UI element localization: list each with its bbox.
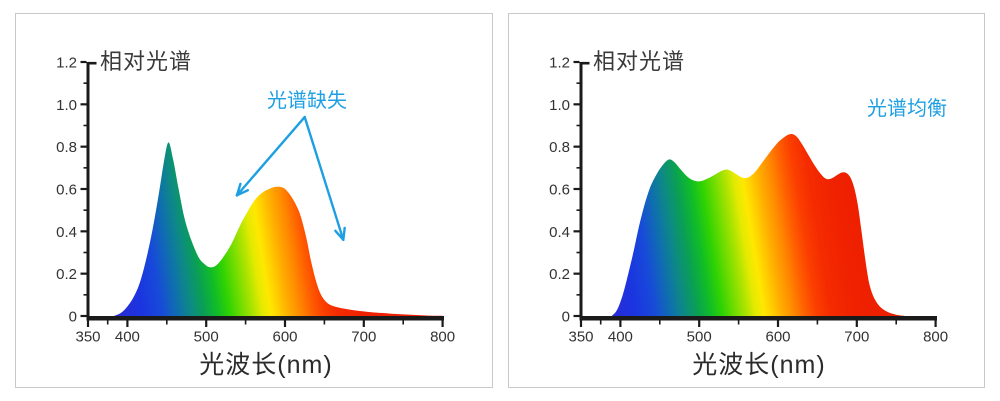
x-axis-label: 光波长(nm) [199, 351, 333, 379]
y-tick-label: 0.2 [56, 266, 77, 283]
x-tick-label: 400 [608, 329, 633, 346]
annotation-spectrum-balanced: 光谱均衡 [867, 98, 947, 120]
annotation-arrow [235, 115, 306, 197]
x-tick-label: 350 [75, 329, 100, 346]
annotation-arrowhead [334, 229, 345, 242]
x-tick-label: 500 [687, 329, 712, 346]
x-tick-label: 700 [844, 329, 869, 346]
y-tick-label: 1.2 [549, 55, 570, 72]
annotation-arrowhead [235, 182, 242, 197]
y-tick-label: 1.0 [56, 97, 77, 114]
y-axis [579, 62, 583, 321]
x-tick-label: 600 [765, 329, 790, 346]
x-tick-label: 800 [430, 329, 455, 346]
y-tick-label: 0 [69, 309, 77, 326]
y-tick-label: 1.2 [56, 55, 77, 72]
spectrum-area [611, 133, 905, 316]
chart-panel-balanced-spectrum: 350 400 500 600 700 800 0 0.2 0.4 0.6 0.8 1.0 1.2 相对… [508, 13, 985, 388]
spectrum-chart-deficient: 350 400 500 600 700 800 0 0.2 0.4 0.6 0.8 1.0 1.2 [56, 55, 455, 346]
x-tick-label: 800 [923, 329, 948, 346]
spectrum-area [114, 142, 443, 316]
annotation-arrow [303, 115, 345, 242]
annotation-arrowhead [342, 226, 346, 242]
annotation-spectrum-missing: 光谱缺失 [267, 90, 347, 112]
chart-title: 相对光谱 [593, 49, 686, 74]
x-tick-label: 600 [272, 329, 297, 346]
chart-panel-deficient-spectrum: 350 400 500 600 700 800 0 0.2 0.4 0.6 0.8 1.0 1.2 相对… [15, 13, 493, 388]
y-tick-label: 0.8 [549, 139, 570, 156]
x-axis-label: 光波长(nm) [692, 351, 826, 379]
y-tick-label: 0 [562, 309, 570, 326]
x-tick-label: 350 [568, 329, 593, 346]
spectrum-chart-balanced: 350 400 500 600 700 800 0 0.2 0.4 0.6 0.8 1.0 1.2 [549, 55, 948, 346]
y-tick-label: 0.4 [56, 224, 77, 241]
x-tick-label: 500 [194, 329, 219, 346]
y-tick-label: 0.2 [549, 266, 570, 283]
y-tick-label: 0.6 [549, 182, 570, 199]
x-axis [579, 316, 937, 321]
y-tick-label: 0.8 [56, 139, 77, 156]
chart-title: 相对光谱 [100, 49, 193, 74]
y-axis [86, 62, 90, 321]
y-tick-label: 0.4 [549, 224, 570, 241]
annotation-arrowhead [235, 189, 250, 197]
y-tick-label: 0.6 [56, 182, 77, 199]
x-tick-label: 400 [115, 329, 140, 346]
y-tick-label: 1.0 [549, 97, 570, 114]
x-tick-label: 700 [351, 329, 376, 346]
x-axis [86, 316, 444, 321]
